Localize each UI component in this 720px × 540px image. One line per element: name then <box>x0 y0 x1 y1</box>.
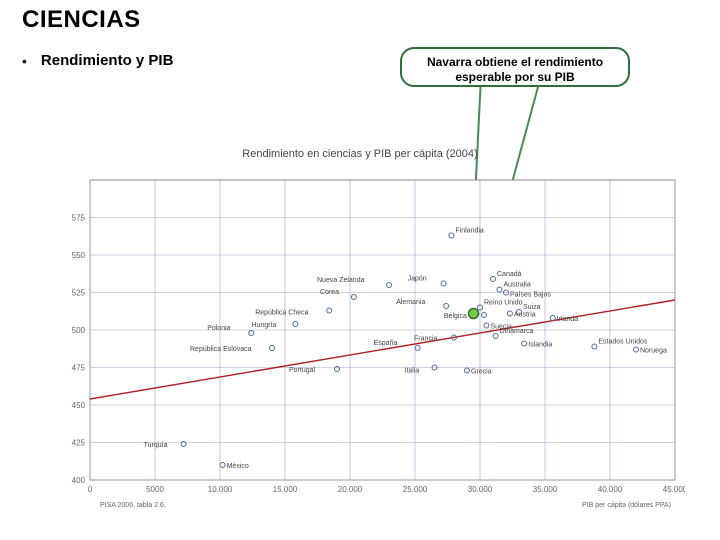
bullet-text: Rendimiento y PIB <box>41 52 174 69</box>
svg-text:Finlandia: Finlandia <box>455 228 484 235</box>
chart-title: Rendimiento en ciencias y PIB per cápita… <box>35 148 685 160</box>
scatter-chart: 400 425 450 475 500 525 550 575 0 5000 10.000 15.00… <box>35 150 685 510</box>
svg-text:México: México <box>227 463 249 470</box>
callout-line1: Navarra obtiene el rendimiento <box>412 55 618 70</box>
svg-text:475: 475 <box>72 364 86 373</box>
svg-text:15.000: 15.000 <box>273 485 298 494</box>
svg-text:República Eslovaca: República Eslovaca <box>190 346 252 353</box>
svg-text:Bélgica: Bélgica <box>444 313 467 320</box>
svg-text:Japón: Japón <box>408 276 427 283</box>
svg-text:25.000: 25.000 <box>403 485 428 494</box>
svg-text:Turquía: Turquía <box>144 442 168 449</box>
svg-text:Reino Unido: Reino Unido <box>484 300 523 307</box>
svg-text:Hungría: Hungría <box>251 322 276 329</box>
chart-xlabel: PIB per cápita (dólares PPA) <box>582 502 671 509</box>
svg-text:Italia: Italia <box>405 368 420 375</box>
svg-text:Corea: Corea <box>320 289 339 296</box>
svg-text:550: 550 <box>72 251 86 260</box>
svg-text:Estados Unidos: Estados Unidos <box>598 339 648 346</box>
page-title: CIENCIAS <box>22 6 141 34</box>
svg-text:425: 425 <box>72 439 86 448</box>
svg-text:España: España <box>374 340 398 347</box>
svg-text:20.000: 20.000 <box>338 485 363 494</box>
svg-text:450: 450 <box>72 401 86 410</box>
svg-text:30.000: 30.000 <box>468 485 493 494</box>
svg-text:10.000: 10.000 <box>208 485 233 494</box>
svg-text:Noruega: Noruega <box>640 348 667 355</box>
svg-text:Portugal: Portugal <box>289 367 316 374</box>
svg-text:Canadá: Canadá <box>497 271 522 278</box>
svg-text:Alemania: Alemania <box>396 299 425 306</box>
svg-text:40.000: 40.000 <box>598 485 623 494</box>
svg-text:Países Bajos: Países Bajos <box>510 292 551 299</box>
svg-text:5000: 5000 <box>146 485 164 494</box>
svg-text:Islandia: Islandia <box>528 342 552 349</box>
svg-text:45.000: 45.000 <box>663 485 685 494</box>
slide-root: CIENCIAS • Rendimiento y PIB Navarra obt… <box>0 0 720 540</box>
svg-text:575: 575 <box>72 214 86 223</box>
callout-line2: esperable por su PIB <box>412 70 618 85</box>
svg-text:Polonia: Polonia <box>207 325 230 332</box>
svg-text:Nueva Zelanda: Nueva Zelanda <box>317 277 365 284</box>
chart-container: Rendimiento en ciencias y PIB per cápita… <box>35 150 685 510</box>
bullet-marker: • <box>22 54 27 68</box>
svg-text:525: 525 <box>72 289 86 298</box>
svg-text:Australia: Australia <box>504 282 531 289</box>
svg-text:500: 500 <box>72 326 86 335</box>
svg-text:35.000: 35.000 <box>533 485 558 494</box>
svg-text:Suiza: Suiza <box>523 304 541 311</box>
svg-text:Dinamarca: Dinamarca <box>500 328 534 335</box>
svg-text:Austria: Austria <box>514 312 536 319</box>
svg-text:República Checa: República Checa <box>255 310 308 317</box>
svg-text:Francia: Francia <box>414 336 437 343</box>
svg-text:Grecia: Grecia <box>471 369 492 376</box>
callout-navarra: Navarra obtiene el rendimiento esperable… <box>400 47 630 87</box>
bullet-row: • Rendimiento y PIB <box>22 52 173 69</box>
svg-text:Irlanda: Irlanda <box>557 316 579 323</box>
chart-footer-source: PISA 2006, tabla 2.6. <box>100 502 166 509</box>
svg-text:0: 0 <box>88 485 93 494</box>
svg-text:400: 400 <box>72 476 86 485</box>
